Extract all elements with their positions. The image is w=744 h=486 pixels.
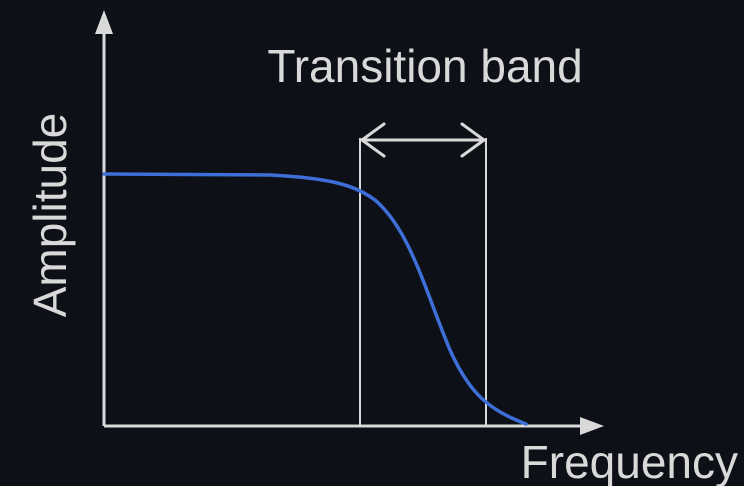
response-curve — [102, 172, 528, 426]
band-label: Transition band — [267, 40, 582, 92]
double-arrow-icon — [360, 122, 486, 158]
arrow-right-icon — [580, 417, 604, 435]
y-axis-label: Amplitude — [24, 113, 76, 318]
arrow-up-icon — [95, 10, 113, 34]
x-axis-label: Frequency — [521, 436, 738, 486]
